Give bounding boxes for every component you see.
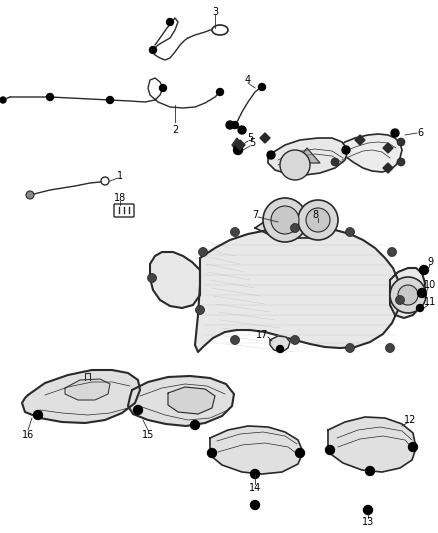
Circle shape bbox=[230, 335, 240, 344]
Circle shape bbox=[251, 470, 259, 479]
Circle shape bbox=[0, 97, 6, 103]
Circle shape bbox=[417, 288, 427, 297]
Circle shape bbox=[346, 228, 354, 237]
Circle shape bbox=[342, 146, 350, 154]
Polygon shape bbox=[150, 252, 200, 308]
Circle shape bbox=[233, 146, 243, 155]
Polygon shape bbox=[255, 208, 335, 238]
Circle shape bbox=[396, 295, 405, 304]
Circle shape bbox=[409, 442, 417, 451]
Circle shape bbox=[258, 84, 265, 91]
Circle shape bbox=[134, 406, 142, 415]
FancyBboxPatch shape bbox=[114, 204, 134, 217]
Circle shape bbox=[390, 277, 426, 313]
Polygon shape bbox=[260, 133, 270, 143]
Polygon shape bbox=[330, 134, 402, 172]
Circle shape bbox=[33, 410, 42, 419]
Polygon shape bbox=[268, 138, 348, 175]
Text: 3: 3 bbox=[212, 7, 218, 17]
Circle shape bbox=[325, 446, 335, 455]
Text: 12: 12 bbox=[404, 415, 416, 425]
Polygon shape bbox=[328, 417, 416, 472]
Circle shape bbox=[391, 129, 399, 137]
Polygon shape bbox=[390, 268, 425, 318]
Circle shape bbox=[280, 150, 310, 180]
Circle shape bbox=[208, 448, 216, 457]
Circle shape bbox=[364, 505, 372, 514]
Circle shape bbox=[417, 304, 424, 311]
Text: 18: 18 bbox=[114, 193, 126, 203]
Circle shape bbox=[26, 191, 34, 199]
Circle shape bbox=[226, 121, 234, 129]
Ellipse shape bbox=[212, 25, 228, 35]
Circle shape bbox=[397, 158, 405, 166]
Text: 5: 5 bbox=[249, 138, 255, 148]
Polygon shape bbox=[383, 143, 393, 153]
Circle shape bbox=[195, 305, 205, 314]
Polygon shape bbox=[22, 370, 140, 423]
Circle shape bbox=[398, 285, 418, 305]
Text: 4: 4 bbox=[245, 75, 251, 85]
Circle shape bbox=[101, 177, 109, 185]
Polygon shape bbox=[168, 387, 215, 414]
Circle shape bbox=[296, 448, 304, 457]
Text: 10: 10 bbox=[424, 280, 436, 290]
Circle shape bbox=[263, 198, 307, 242]
Circle shape bbox=[216, 88, 223, 95]
Circle shape bbox=[276, 345, 283, 352]
Circle shape bbox=[298, 200, 338, 240]
Circle shape bbox=[232, 122, 239, 128]
Circle shape bbox=[306, 208, 330, 232]
Polygon shape bbox=[270, 336, 290, 352]
Circle shape bbox=[420, 265, 428, 274]
Circle shape bbox=[149, 46, 156, 53]
Circle shape bbox=[365, 466, 374, 475]
Circle shape bbox=[388, 247, 396, 256]
Text: 14: 14 bbox=[249, 483, 261, 493]
Polygon shape bbox=[195, 227, 400, 352]
Text: 17: 17 bbox=[256, 330, 268, 340]
Circle shape bbox=[148, 273, 156, 282]
Text: 1: 1 bbox=[117, 171, 123, 181]
Text: 13: 13 bbox=[362, 517, 374, 527]
Polygon shape bbox=[65, 379, 110, 400]
Circle shape bbox=[198, 247, 208, 256]
Polygon shape bbox=[295, 148, 320, 163]
Polygon shape bbox=[210, 426, 303, 474]
Circle shape bbox=[346, 343, 354, 352]
Text: 6: 6 bbox=[417, 128, 423, 138]
Circle shape bbox=[385, 343, 395, 352]
Circle shape bbox=[238, 126, 246, 134]
Polygon shape bbox=[235, 140, 245, 150]
Text: 11: 11 bbox=[424, 297, 436, 307]
Polygon shape bbox=[232, 138, 242, 152]
Polygon shape bbox=[383, 163, 393, 173]
Circle shape bbox=[106, 96, 113, 103]
Text: 9: 9 bbox=[427, 257, 433, 267]
Text: 8: 8 bbox=[312, 210, 318, 220]
Polygon shape bbox=[128, 376, 234, 426]
Circle shape bbox=[159, 85, 166, 92]
Circle shape bbox=[397, 138, 405, 146]
Text: 15: 15 bbox=[142, 430, 154, 440]
Circle shape bbox=[251, 500, 259, 510]
Circle shape bbox=[290, 223, 300, 232]
Circle shape bbox=[331, 158, 339, 166]
Circle shape bbox=[290, 335, 300, 344]
Circle shape bbox=[166, 19, 173, 26]
Circle shape bbox=[271, 206, 299, 234]
Polygon shape bbox=[355, 135, 365, 145]
Text: 16: 16 bbox=[22, 430, 34, 440]
Text: 5: 5 bbox=[247, 133, 253, 143]
Circle shape bbox=[46, 93, 53, 101]
Circle shape bbox=[191, 421, 199, 430]
Text: 7: 7 bbox=[252, 210, 258, 220]
Text: 2: 2 bbox=[172, 125, 178, 135]
Circle shape bbox=[230, 228, 240, 237]
Circle shape bbox=[267, 151, 275, 159]
